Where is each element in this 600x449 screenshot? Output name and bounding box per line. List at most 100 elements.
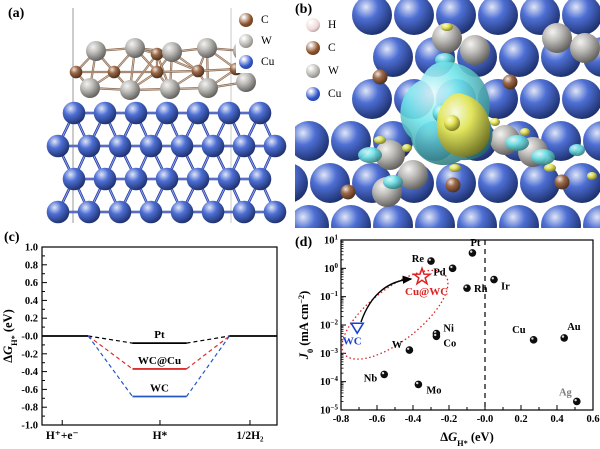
panel-c-letter: (c) [4, 230, 20, 245]
marker-label: WC [343, 336, 362, 348]
data-point: Pd [433, 264, 457, 278]
point-label: Re [412, 254, 425, 265]
y-tick-label: -0.0 [21, 332, 38, 343]
point-label: Nb [364, 373, 378, 384]
legend-panel-a: C W Cu [236, 8, 278, 73]
svg-text:J0 (mA cm−2): J0 (mA cm−2) [297, 291, 315, 361]
panel-d: (d) -0.8 -0.6 -0.4 -0.2 -0.0 0.2 0.4 0.6 101 100 1… [295, 228, 600, 449]
free-energy-chart: -1.0 -0.8 -0.6 -0.4 -0.2 -0.0 0.2 0.4 0.6 0.8 1.0 H… [1, 243, 278, 442]
legend-label: Cu [328, 87, 342, 100]
data-point: Cu [512, 325, 538, 344]
panel-b: (b) H C W Cu [295, 0, 600, 228]
tungsten-atom-icon [239, 33, 253, 48]
legend-item: C [306, 36, 341, 59]
point-label: Rh [474, 284, 488, 295]
point-label: Au [567, 322, 581, 333]
panel-d-letter: (d) [295, 235, 313, 250]
special-marker: Cu@WC [405, 266, 448, 298]
point-label: W [392, 340, 403, 351]
legend-item: H [306, 13, 341, 36]
point-label: Cu [512, 325, 526, 336]
axes: -0.8 -0.6 -0.4 -0.2 -0.0 0.2 0.4 0.6 101 100 10−1 1… [297, 234, 600, 448]
panel-c: (c) -1.0 -0.8 -0.6 -0.4 -0.2 -0.0 0.2 0.4 0.6 0.8… [0, 228, 295, 449]
data-points: Pt Re Pd Rh Ir Ni Co W Cu Au Nb Mo Ag WC Cu@WC [343, 238, 581, 406]
x-category-label: H⁺+e⁻ [46, 430, 79, 442]
svg-text:ΔGH* (eV): ΔGH* (eV) [440, 430, 494, 448]
c-atoms [340, 69, 570, 200]
point-label: Pd [433, 267, 445, 278]
legend-item: C [239, 9, 274, 30]
y-tick-label: 10−1 [320, 290, 338, 303]
y-tick-label: -0.8 [21, 403, 38, 414]
point-label: Pt [470, 238, 480, 249]
copper-atom-icon [239, 54, 253, 69]
legend-item: Cu [306, 82, 341, 105]
legend-panel-b: H C W Cu [303, 12, 345, 106]
point-label: Co [443, 338, 456, 349]
panel-a-letter: (a) [8, 6, 25, 21]
panel-a: (a) C W Cu [0, 0, 295, 228]
structure-side-view [46, 8, 287, 224]
x-tick-label: -0.8 [333, 414, 350, 425]
x-tick-label: 0.4 [550, 414, 564, 425]
legend-item: Cu [239, 51, 274, 72]
y-tick-label: 100 [324, 262, 339, 275]
special-marker: WC [343, 322, 365, 348]
y-tick-label: 10−3 [320, 347, 338, 360]
point-label: Ni [443, 324, 454, 335]
y-tick-label: 1.0 [25, 243, 38, 254]
data-point: Ag [559, 387, 581, 406]
copper-atom-icon [306, 86, 320, 101]
point-label: Mo [426, 385, 441, 396]
marker-label: Cu@WC [405, 286, 448, 298]
legend-item: W [306, 59, 341, 82]
x-tick-label: -0.2 [441, 414, 458, 425]
panel-b-letter: (b) [295, 2, 313, 17]
data-point: Au [560, 322, 581, 342]
data-point: Pt [468, 238, 481, 257]
series-label: WC [150, 383, 169, 395]
cu-slab [46, 101, 287, 224]
legend-item: W [239, 30, 274, 51]
legend-label: W [261, 34, 272, 47]
y-tick-label: -0.6 [21, 385, 38, 396]
data-point: Ir [490, 275, 510, 293]
tungsten-atom-icon [306, 63, 320, 78]
y-tick-label: 0.6 [25, 278, 38, 289]
charge-isosurface-positive [374, 23, 597, 180]
y-tick-label: 10−2 [320, 319, 338, 332]
axes: -1.0 -0.8 -0.6 -0.4 -0.2 -0.0 0.2 0.4 0.6 0.8 1.0 H… [1, 243, 278, 442]
y-tick-label: 10−5 [320, 404, 338, 417]
y-tick-label: 0.8 [25, 260, 38, 271]
point-label: Ir [501, 282, 510, 293]
data-point: Nb [364, 370, 388, 384]
carbon-atom-icon [239, 12, 253, 27]
highlight-ellipse [341, 269, 449, 360]
svg-text:ΔGH* (eV): ΔGH* (eV) [1, 309, 19, 363]
y-tick-label: 0.4 [25, 296, 39, 307]
x-tick-label: -0.4 [405, 414, 422, 425]
data-point: Re [412, 254, 435, 265]
y-tick-label: -0.4 [21, 367, 38, 378]
x-tick-label: -0.0 [477, 414, 494, 425]
legend-label: C [328, 41, 336, 54]
data-point: Rh [463, 284, 488, 295]
volcano-chart: -0.8 -0.6 -0.4 -0.2 -0.0 0.2 0.4 0.6 101 100 10−1 1… [297, 234, 600, 448]
x-tick-label: 0.6 [586, 414, 599, 425]
y-tick-label: 0.2 [25, 314, 38, 325]
x-category-label: 1/2H₂ [236, 430, 264, 442]
series-label: Pt [154, 329, 165, 341]
energy-levels: Pt WC@Cu WC [42, 329, 277, 398]
series-label: WC@Cu [138, 355, 181, 367]
carbon-atom-icon [306, 40, 320, 55]
wc-layer [69, 38, 256, 100]
y-tick-label: 10−4 [320, 375, 338, 388]
y-tick-label: -1.0 [21, 421, 38, 432]
y-tick-label: -0.2 [21, 349, 38, 360]
annotations [341, 269, 449, 360]
structure-top-view [295, 0, 600, 228]
legend-label: C [261, 13, 269, 26]
point-label: Ag [559, 387, 573, 398]
legend-label: Cu [261, 55, 275, 68]
